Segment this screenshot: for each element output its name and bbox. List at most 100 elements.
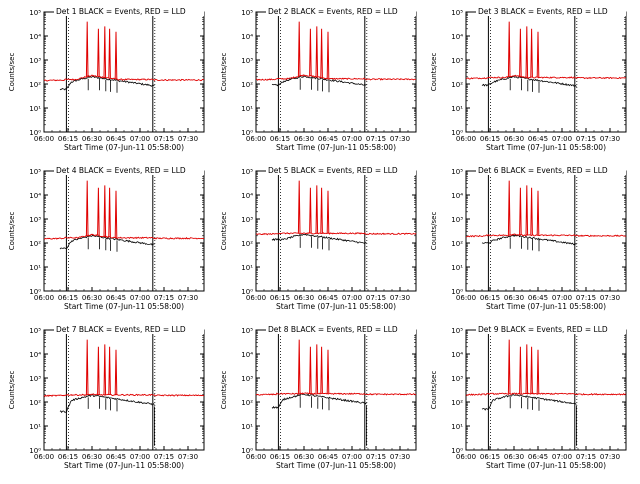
events-series-line xyxy=(59,394,155,446)
x-tick-label: 06:45 xyxy=(318,453,338,461)
x-tick-label: 06:00 xyxy=(34,294,54,302)
lld-series-line xyxy=(466,233,627,238)
x-tick-label: 07:30 xyxy=(390,453,410,461)
y-tick-label: 10⁵ xyxy=(29,9,41,17)
x-tick-label: 06:15 xyxy=(58,453,78,461)
x-axis-label: Start Time (07-Jun-11 05:58:00) xyxy=(276,143,396,152)
y-tick-label: 10⁰ xyxy=(451,447,463,455)
lld-series-line xyxy=(466,74,627,80)
panel-title-det: Det 1 xyxy=(56,7,79,16)
panel-det-1: 10⁰ 10¹ 10² 10³ 10⁴ 10⁵ 06:00 06:15 06:30 06:45 07… xyxy=(8,7,205,152)
x-axis-label: Start Time (07-Jun-11 05:58:00) xyxy=(276,302,396,311)
y-tick-label: 10¹ xyxy=(241,264,253,272)
events-series-line xyxy=(59,234,155,252)
x-axis-label: Start Time (07-Jun-11 05:58:00) xyxy=(64,302,184,311)
y-tick-label: 10⁴ xyxy=(241,33,253,41)
lld-spike xyxy=(320,187,323,234)
panel-title-det: Det 4 xyxy=(56,166,79,175)
y-axis-label: Counts/sec xyxy=(220,212,228,251)
x-tick-label: 07:00 xyxy=(552,135,572,143)
y-tick-label: 10¹ xyxy=(451,264,463,272)
lld-spike xyxy=(108,28,111,79)
y-axis-label: Counts/sec xyxy=(8,53,16,92)
panel-title-bg xyxy=(54,166,204,175)
y-tick-label: 10⁰ xyxy=(29,447,41,455)
y-tick-label: 10⁴ xyxy=(29,192,41,200)
x-tick-label: 07:00 xyxy=(342,453,362,461)
panel-title-det: Det 3 xyxy=(478,7,501,16)
y-tick-label: 10⁰ xyxy=(29,288,41,296)
x-tick-label: 06:00 xyxy=(34,135,54,143)
panel-title-bg xyxy=(54,7,204,16)
x-tick-label: 07:00 xyxy=(552,294,572,302)
x-tick-label: 06:00 xyxy=(246,135,266,143)
panel-title-bg xyxy=(266,7,416,16)
x-tick-label: 06:30 xyxy=(82,294,102,302)
y-tick-label: 10² xyxy=(451,399,463,407)
x-tick-label: 07:30 xyxy=(178,135,198,143)
panel-title-legend: BLACK = Events, RED = LLD xyxy=(501,166,608,175)
lld-spike xyxy=(103,185,107,237)
panel-title: Det 1 BLACK = Events, RED = LLD xyxy=(56,7,186,16)
x-tick-label: 07:15 xyxy=(154,453,174,461)
x-tick-label: 06:00 xyxy=(456,453,476,461)
lld-spike xyxy=(309,187,312,234)
panel-title-bg xyxy=(266,166,416,175)
x-tick-label: 06:45 xyxy=(318,294,338,302)
lld-spike xyxy=(114,349,118,395)
y-tick-label: 10⁵ xyxy=(451,327,463,335)
lld-spike xyxy=(519,28,522,77)
y-axis-label: Counts/sec xyxy=(8,212,16,251)
panel-title-bg xyxy=(266,325,416,334)
x-tick-label: 07:00 xyxy=(130,135,150,143)
x-tick-label: 07:30 xyxy=(390,135,410,143)
y-axis-label: Counts/sec xyxy=(220,53,228,92)
x-tick-label: 07:00 xyxy=(342,135,362,143)
y-tick-label: 10⁰ xyxy=(451,288,463,296)
lld-spike xyxy=(114,190,118,238)
y-tick-label: 10⁴ xyxy=(451,351,463,359)
lld-spike xyxy=(97,346,100,395)
x-tick-label: 07:15 xyxy=(576,453,596,461)
panel-title: Det 3 BLACK = Events, RED = LLD xyxy=(478,7,608,16)
x-tick-label: 06:00 xyxy=(456,135,476,143)
lld-series-line xyxy=(43,74,205,82)
x-axis-label: Start Time (07-Jun-11 05:58:00) xyxy=(64,143,184,152)
y-tick-label: 10⁴ xyxy=(241,351,253,359)
lld-spike xyxy=(507,21,511,77)
y-tick-label: 10¹ xyxy=(29,423,41,431)
panel-title-legend: BLACK = Events, RED = LLD xyxy=(291,166,398,175)
y-tick-label: 10¹ xyxy=(451,423,463,431)
lld-series-line xyxy=(465,392,627,396)
x-tick-label: 06:30 xyxy=(504,294,524,302)
panel-det-8: 10⁰ 10¹ 10² 10³ 10⁴ 10⁵ 06:00 06:15 06:30 06:45 07… xyxy=(220,325,417,470)
x-tick-label: 06:15 xyxy=(270,135,290,143)
lld-spike xyxy=(315,185,319,234)
lld-spike xyxy=(97,28,100,77)
panel-title-legend: BLACK = Events, RED = LLD xyxy=(501,325,608,334)
y-axis-label: Counts/sec xyxy=(430,212,438,251)
x-tick-label: 06:00 xyxy=(246,294,266,302)
x-tick-label: 06:15 xyxy=(480,294,500,302)
events-series-line xyxy=(481,75,577,93)
lld-spike xyxy=(297,21,301,77)
lld-spike xyxy=(114,31,118,80)
y-tick-label: 10² xyxy=(241,240,253,248)
x-tick-label: 07:30 xyxy=(600,294,620,302)
y-tick-label: 10⁵ xyxy=(451,168,463,176)
panel-title-bg xyxy=(476,7,626,16)
lld-series-line xyxy=(256,74,417,81)
x-tick-label: 06:15 xyxy=(270,453,290,461)
lld-spike xyxy=(315,344,319,394)
lld-spike xyxy=(507,339,511,394)
y-axis-label: Counts/sec xyxy=(430,371,438,410)
y-tick-label: 10³ xyxy=(451,375,463,383)
x-tick-label: 06:45 xyxy=(106,294,126,302)
panel-title: Det 6 BLACK = Events, RED = LLD xyxy=(478,166,608,175)
lld-spike xyxy=(530,28,533,78)
panel-title-det: Det 2 xyxy=(268,7,291,16)
panel-title-bg xyxy=(476,166,626,175)
events-series-line xyxy=(481,394,577,446)
